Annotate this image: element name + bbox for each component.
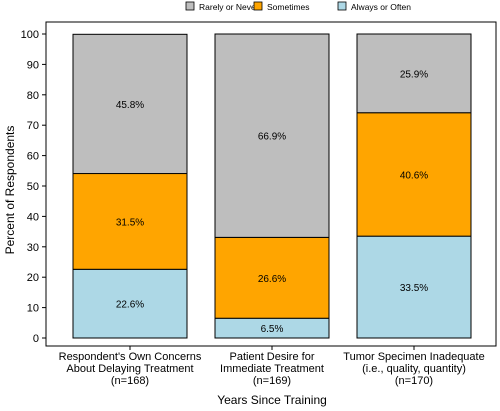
y-axis-label: Percent of Respondents <box>3 126 17 255</box>
bar-segment <box>72 173 188 270</box>
y-tick-label: 50 <box>27 181 39 193</box>
y-tick-label: 90 <box>27 59 39 71</box>
x-tick-label: Tumor Specimen Inadequate <box>343 351 484 363</box>
x-tick-label: Immediate Treatment <box>220 363 324 375</box>
y-tick-label: 30 <box>27 242 39 254</box>
bar-value-label: 45.8% <box>116 100 144 111</box>
y-tick-label: 20 <box>27 272 39 284</box>
bar-value-label: 66.9% <box>258 132 286 143</box>
legend-label: Always or Often <box>351 2 411 12</box>
plot-frame <box>45 21 497 347</box>
bar-value-label: 22.6% <box>116 300 144 311</box>
plot-area: 22.6% 31.5% 45.8% 6.5% 26.6% 66.9% 33.5% 40.6% 2… <box>45 21 497 347</box>
bar-value-label: 25.9% <box>400 69 428 80</box>
bar-value-label: 31.5% <box>116 217 144 228</box>
x-tick-label: (i.e., quality, quantity) <box>362 363 466 375</box>
y-tick-label: 100 <box>21 29 39 41</box>
legend-item: Sometimes <box>253 1 310 12</box>
x-axis-label: Years Since Training <box>217 393 327 407</box>
legend-item: Always or Often <box>337 1 411 12</box>
bar-value-label: 40.6% <box>400 170 428 181</box>
x-tick-label: Patient Desire for <box>230 351 315 363</box>
legend-label: Rarely or Never <box>199 2 259 12</box>
bar-segment <box>72 33 188 175</box>
bar-segment <box>214 236 330 319</box>
bar-segment <box>356 235 472 339</box>
bar-segment <box>214 33 330 238</box>
bar-value-label: 33.5% <box>400 283 428 294</box>
y-tick-label: 40 <box>27 211 39 223</box>
legend-swatch <box>253 1 263 11</box>
legend-item: Rarely or Never <box>185 1 259 12</box>
x-tick-label: (n=168) <box>111 375 149 387</box>
y-tick-label: 60 <box>27 151 39 163</box>
bar-value-label: 6.5% <box>261 324 284 335</box>
bar-segment <box>356 33 472 114</box>
x-tick-label: (n=170) <box>395 375 433 387</box>
bar-value-label: 26.6% <box>258 274 286 285</box>
y-tick-label: 10 <box>27 303 39 315</box>
y-axis: 0 10 20 30 40 50 60 70 80 90 100 <box>21 29 46 345</box>
y-tick-label: 70 <box>27 120 39 132</box>
x-tick-label: Respondent's Own Concerns <box>59 351 202 363</box>
x-tick-label: About Delaying Treatment <box>66 363 193 375</box>
legend: Rarely or Never Sometimes Always or Often <box>185 1 411 12</box>
legend-swatch <box>185 1 195 11</box>
legend-label: Sometimes <box>267 2 310 12</box>
bar-segment <box>356 112 472 237</box>
legend-swatch <box>337 1 347 11</box>
y-tick-label: 80 <box>27 90 39 102</box>
x-tick-label: (n=169) <box>253 375 291 387</box>
y-tick-label: 0 <box>33 333 39 345</box>
